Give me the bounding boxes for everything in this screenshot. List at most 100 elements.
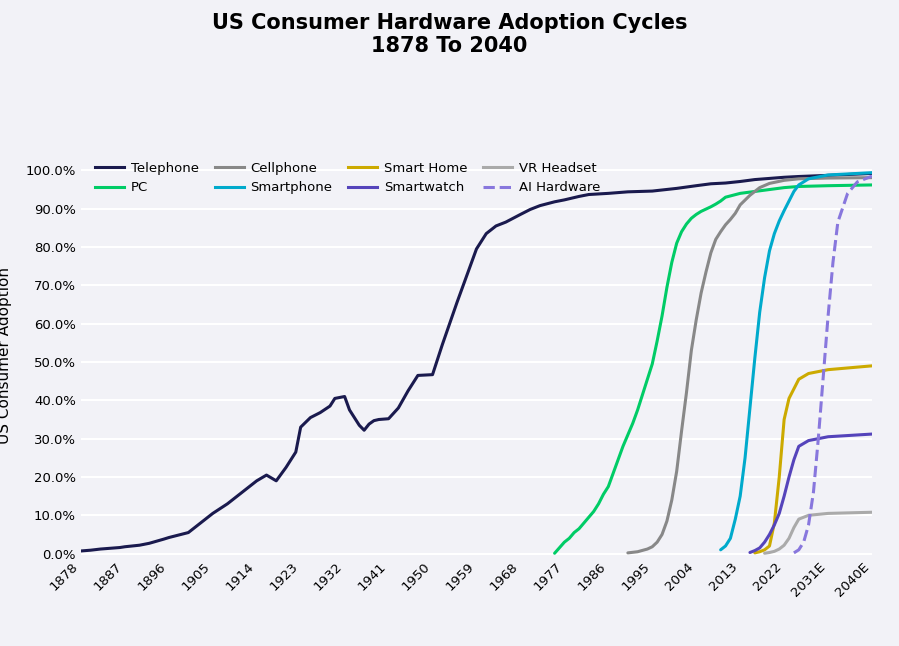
AI Hardware [832, 218, 843, 226]
Line: Smart Home: Smart Home [755, 366, 872, 553]
Smartphone [716, 546, 726, 554]
PC [618, 443, 628, 450]
PC [764, 185, 775, 193]
VR Headset [794, 516, 805, 523]
AI Hardware [842, 189, 853, 197]
Smart Home [769, 519, 779, 527]
Cellphone [867, 174, 877, 182]
VR Headset [774, 545, 785, 553]
Smartphone [720, 542, 731, 550]
Cellphone [681, 389, 692, 397]
Smart Home [759, 546, 770, 554]
Cellphone [676, 427, 687, 435]
PC [823, 182, 833, 189]
Cellphone [632, 548, 643, 556]
Smartwatch [788, 456, 799, 464]
Telephone [76, 547, 86, 555]
Smartwatch [867, 430, 877, 438]
PC [681, 220, 692, 228]
PC [710, 200, 721, 208]
Cellphone [744, 191, 755, 199]
Telephone [354, 421, 365, 429]
Cellphone [622, 549, 633, 557]
Cellphone [734, 201, 745, 209]
PC [720, 193, 731, 201]
Smartphone [759, 274, 770, 282]
AI Hardware [867, 172, 877, 180]
PC [608, 469, 619, 477]
Smartwatch [823, 433, 833, 441]
VR Headset [769, 547, 779, 555]
Telephone [583, 191, 594, 198]
PC [672, 239, 682, 247]
PC [628, 419, 638, 427]
Smartphone [867, 169, 877, 176]
PC [676, 228, 687, 236]
Telephone [867, 169, 877, 177]
Cellphone [690, 316, 701, 324]
Legend: Telephone, PC, Cellphone, Smartphone, Smart Home, Smartwatch, VR Headset, AI Har: Telephone, PC, Cellphone, Smartphone, Sm… [95, 162, 601, 194]
PC [642, 375, 653, 383]
Cellphone [662, 517, 672, 525]
Cellphone [710, 236, 721, 244]
Smartwatch [764, 530, 775, 538]
Smart Home [754, 548, 765, 556]
PC [549, 549, 560, 557]
PC [716, 197, 726, 205]
VR Headset [803, 512, 814, 519]
Y-axis label: US Consumer Adoption: US Consumer Adoption [0, 267, 12, 444]
PC [794, 183, 805, 191]
PC [647, 360, 658, 368]
Smartphone [764, 247, 775, 255]
PC [593, 500, 604, 508]
AI Hardware [823, 312, 833, 320]
Line: Telephone: Telephone [81, 173, 872, 551]
Telephone [183, 528, 194, 536]
Cellphone [730, 209, 741, 217]
Cellphone [754, 183, 765, 191]
PC [613, 456, 624, 464]
AI Hardware [794, 546, 805, 554]
Smartphone [784, 197, 795, 205]
PC [696, 207, 707, 215]
Line: Smartwatch: Smartwatch [750, 434, 872, 552]
Smartphone [803, 175, 814, 183]
Smartwatch [774, 510, 785, 517]
PC [686, 214, 697, 222]
Line: VR Headset: VR Headset [764, 512, 872, 553]
Line: AI Hardware: AI Hardware [794, 176, 872, 553]
AI Hardware [818, 373, 829, 381]
AI Hardware [788, 549, 799, 557]
Smartwatch [744, 548, 755, 556]
AI Hardware [813, 435, 823, 443]
PC [559, 538, 570, 546]
PC [588, 508, 599, 516]
PC [569, 528, 580, 536]
VR Headset [823, 510, 833, 517]
Cellphone [686, 347, 697, 355]
AI Hardware [803, 521, 814, 529]
Smart Home [784, 395, 795, 402]
PC [734, 189, 745, 197]
Telephone [750, 176, 761, 183]
PC [637, 391, 648, 399]
Cellphone [720, 221, 731, 229]
Smart Home [750, 549, 761, 557]
Cellphone [652, 538, 663, 546]
VR Headset [779, 541, 789, 549]
PC [779, 183, 789, 191]
Smartwatch [784, 473, 795, 481]
Smartphone [774, 217, 785, 225]
Smartwatch [759, 538, 770, 546]
Smartphone [744, 404, 755, 412]
Cellphone [647, 543, 658, 550]
Cellphone [700, 268, 711, 276]
Smartwatch [754, 544, 765, 552]
Smartphone [730, 516, 741, 523]
PC [632, 406, 643, 414]
Smartphone [734, 492, 745, 500]
PC [583, 514, 594, 521]
Smartwatch [794, 443, 805, 450]
Cellphone [779, 176, 789, 184]
PC [867, 181, 877, 189]
